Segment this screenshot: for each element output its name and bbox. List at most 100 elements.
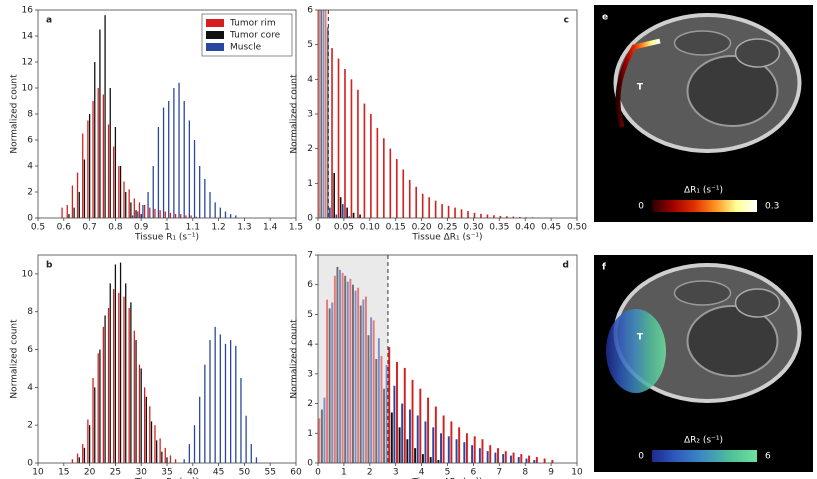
organ — [686, 55, 779, 127]
bar — [318, 10, 320, 218]
bar — [88, 425, 91, 463]
bar — [342, 204, 344, 218]
x-tick-label: 9 — [548, 468, 554, 478]
bar — [389, 148, 392, 218]
y-tick-label: 2 — [307, 399, 313, 409]
x-axis-label: Tissue ΔR₂ (s⁻¹) — [411, 478, 482, 479]
bar — [195, 216, 197, 218]
bar — [421, 454, 424, 463]
shade-overlay — [318, 10, 329, 218]
bar — [350, 79, 353, 218]
bar — [97, 353, 99, 463]
x-tick-label: 1 — [164, 223, 170, 233]
bar — [528, 455, 531, 463]
bar — [509, 455, 512, 463]
bar — [535, 457, 538, 463]
bar — [497, 448, 499, 463]
bar — [329, 207, 331, 218]
colorbar-max-label: 0.3 — [765, 202, 779, 212]
bar — [245, 415, 247, 463]
x-tick-label: 60 — [290, 468, 302, 478]
bar — [138, 364, 141, 463]
x-tick-label: 1.1 — [186, 223, 200, 233]
bar — [114, 127, 117, 218]
bar — [424, 421, 427, 463]
bar — [169, 212, 172, 218]
panel-label: e — [602, 13, 608, 23]
bar — [486, 451, 489, 463]
bar — [78, 457, 80, 463]
bar — [61, 207, 63, 218]
bar — [173, 88, 175, 218]
y-tick-label: 10 — [22, 269, 34, 279]
bar — [480, 213, 482, 218]
bar — [326, 27, 329, 219]
x-tick-label: 8 — [522, 468, 528, 478]
bar — [162, 107, 165, 218]
panel-label: c — [564, 16, 569, 26]
y-tick-label: 3 — [307, 369, 313, 379]
y-tick-label: 0 — [307, 214, 313, 224]
bar — [543, 458, 546, 463]
y-tick-label: 1 — [307, 429, 313, 439]
bar — [357, 89, 359, 218]
bar — [520, 454, 523, 463]
bar — [119, 166, 122, 218]
bar — [87, 419, 89, 463]
colorbar-label: ΔR₁ (s⁻¹) — [684, 186, 723, 196]
bar — [164, 447, 166, 463]
bar — [493, 215, 495, 218]
x-tick-label: 0.50 — [567, 223, 587, 233]
bar — [344, 275, 347, 463]
bar — [113, 289, 115, 463]
bar — [135, 210, 137, 218]
bar — [88, 114, 91, 218]
x-axis-label: Tissue R₁ (s⁻¹) — [134, 233, 199, 243]
bar — [460, 209, 463, 218]
bar — [125, 192, 127, 218]
x-tick-label: 0.35 — [489, 223, 509, 233]
y-tick-label: 8 — [27, 307, 33, 317]
bar — [76, 172, 79, 218]
y-tick-label: 2 — [27, 421, 33, 431]
bar — [504, 451, 507, 463]
bar — [403, 367, 406, 463]
bar — [209, 340, 211, 463]
bar — [339, 197, 342, 218]
organ — [673, 280, 732, 306]
x-tick-label: 1.3 — [237, 223, 251, 233]
bar — [214, 326, 216, 463]
bar — [255, 457, 258, 463]
y-axis-label: Normalized count — [290, 319, 300, 399]
bar — [442, 415, 445, 463]
panel-label: d — [563, 261, 569, 271]
y-tick-label: 0 — [307, 459, 313, 469]
bar — [161, 451, 163, 463]
bar — [352, 212, 355, 218]
bar — [401, 403, 404, 463]
bar — [94, 387, 96, 463]
bar — [71, 459, 74, 463]
bar — [102, 94, 105, 218]
bar — [125, 283, 127, 463]
bar — [130, 202, 132, 218]
bar — [346, 207, 348, 218]
x-tick-label: 0.30 — [463, 223, 483, 233]
bar — [447, 205, 450, 218]
bar — [471, 445, 474, 463]
bar — [481, 439, 484, 463]
bar — [396, 361, 398, 463]
bar — [235, 345, 237, 463]
plot-frame — [37, 254, 297, 464]
bar — [551, 460, 554, 463]
bar — [398, 427, 401, 463]
bar — [147, 192, 149, 218]
y-tick-label: 12 — [22, 58, 33, 68]
x-tick-label: 40 — [187, 468, 199, 478]
bar — [349, 278, 352, 463]
bar — [143, 387, 146, 463]
y-tick-label: 5 — [307, 310, 313, 320]
bar — [478, 448, 481, 463]
colorbar-min-label: 0 — [638, 202, 644, 212]
